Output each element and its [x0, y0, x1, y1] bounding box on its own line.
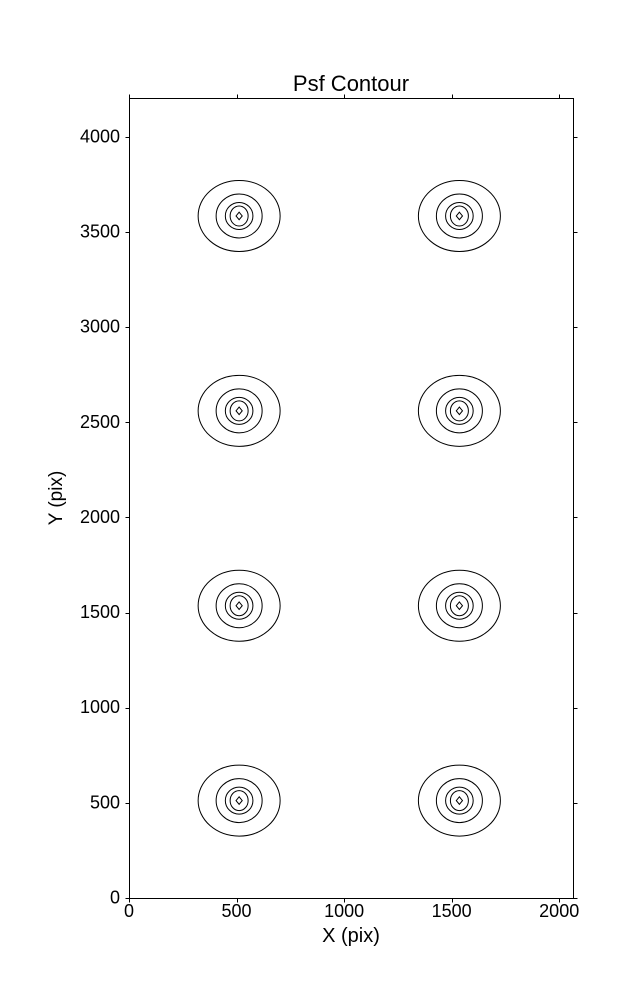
svg-text:3000: 3000 — [80, 317, 120, 337]
svg-text:4000: 4000 — [80, 126, 120, 146]
svg-text:500: 500 — [222, 901, 252, 921]
svg-text:0: 0 — [110, 888, 120, 908]
svg-text:Psf Contour: Psf Contour — [293, 71, 409, 96]
svg-text:2000: 2000 — [539, 901, 579, 921]
svg-text:1500: 1500 — [432, 901, 472, 921]
svg-text:X (pix): X (pix) — [322, 925, 380, 947]
svg-text:1000: 1000 — [324, 901, 364, 921]
svg-text:2500: 2500 — [80, 412, 120, 432]
svg-text:1000: 1000 — [80, 697, 120, 717]
svg-text:500: 500 — [90, 792, 120, 812]
svg-text:2000: 2000 — [80, 507, 120, 527]
svg-text:0: 0 — [124, 901, 134, 921]
svg-text:Y (pix): Y (pix) — [46, 471, 67, 526]
svg-text:3500: 3500 — [80, 221, 120, 241]
svg-text:1500: 1500 — [80, 602, 120, 622]
